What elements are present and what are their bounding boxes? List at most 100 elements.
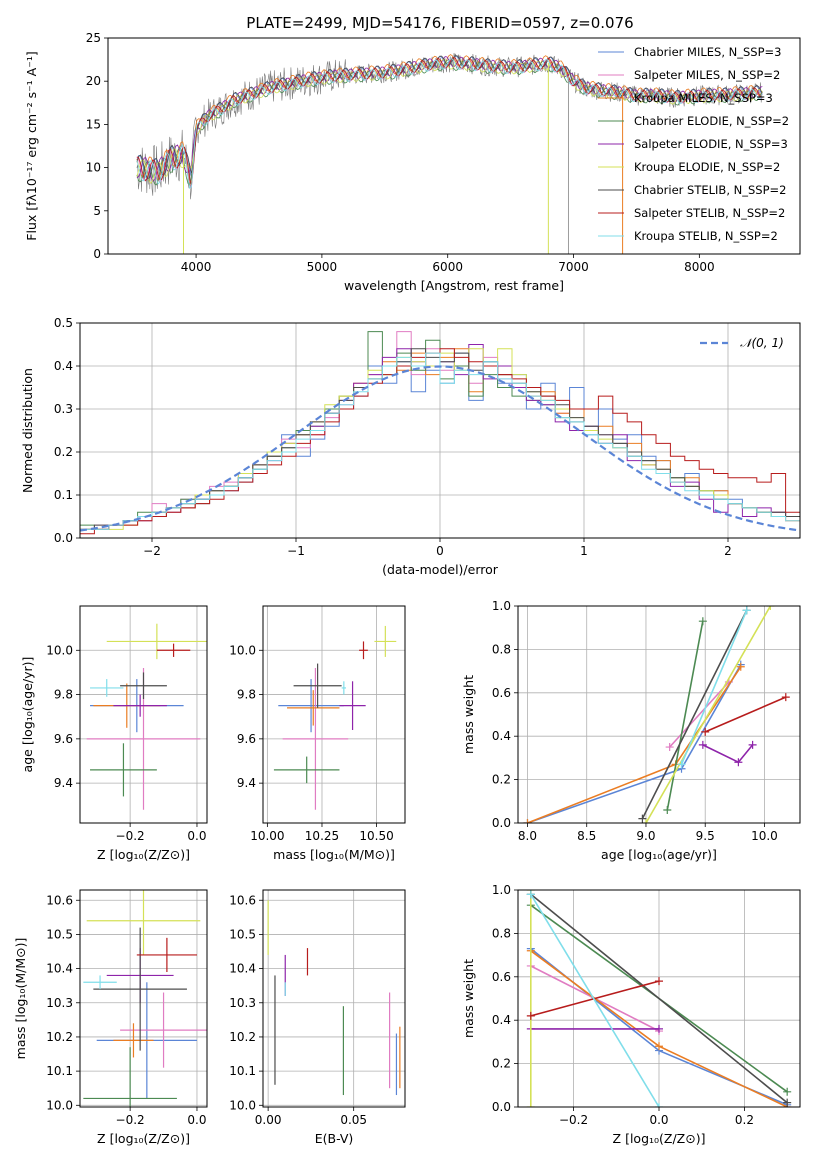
x-axis-label: Z [log₁₀(Z/Z⊙)] <box>613 1131 706 1146</box>
weight-marker <box>655 1024 663 1033</box>
axes-frame <box>517 889 801 1108</box>
x-axis-label: Z [log₁₀(Z/Z⊙)] <box>97 1131 190 1146</box>
y-tick-label: 0.4 <box>492 729 511 743</box>
weight-line-chabrier-stelib <box>641 609 748 820</box>
legend-entry: Chabrier MILES, N_SSP=3 <box>634 45 781 59</box>
model-spectrum-kroupa-miles <box>136 54 763 187</box>
x-tick-label: 10.00 <box>250 829 284 843</box>
x-tick-label: 0.05 <box>340 1113 367 1127</box>
axes-frame <box>107 37 801 255</box>
weight-marker <box>742 606 751 615</box>
y-tick-label: 10.1 <box>229 1064 256 1078</box>
axes-frame <box>79 889 208 1108</box>
weight-marker <box>663 805 672 814</box>
weight-line-chabrier-stelib <box>530 893 788 1104</box>
weight-line-salpeter-stelib <box>530 980 660 1017</box>
plot-area <box>108 38 800 254</box>
legend-entry: Chabrier ELODIE, N_SSP=2 <box>634 114 789 128</box>
y-tick-label: 0.0 <box>492 816 511 830</box>
model-spectrum-salpeter-elodie <box>136 56 763 182</box>
legend-entry: 𝒩(0, 1) <box>740 336 784 350</box>
x-axis-label: (data-model)/error <box>382 562 499 577</box>
x-tick-label: 1 <box>580 544 588 558</box>
data-layer <box>526 890 792 1107</box>
y-tick-label: 10 <box>86 161 101 175</box>
y-axis-label: age [log₁₀(age/yr)] <box>20 657 35 773</box>
y-tick-label: 10.4 <box>46 962 73 976</box>
x-tick-label: 8.0 <box>518 829 537 843</box>
chart-age_vs_Z: −0.2 0.0 9.4 9.6 9.8 10.0 Z [log₁₀(Z/Z⊙)] age [… <box>20 605 208 862</box>
y-tick-label: 10.0 <box>229 643 256 657</box>
data-layer <box>273 625 397 810</box>
x-tick-label: 9.5 <box>696 829 715 843</box>
y-tick-label: 0.1 <box>54 488 73 502</box>
y-tick-label: 0 <box>93 247 101 261</box>
data-layer <box>83 890 207 1107</box>
y-tick-label: 10.2 <box>229 1030 256 1044</box>
y-tick-label: 0.0 <box>492 1100 511 1114</box>
weight-marker <box>766 606 775 610</box>
weight-line-kroupa-stelib <box>530 893 660 1107</box>
y-tick-label: 9.4 <box>54 776 73 790</box>
x-tick-label: 10.25 <box>305 829 339 843</box>
chart-spectrum: 4000 5000 6000 7000 8000 0 5 10 15 20 25 wavelength… <box>24 31 801 293</box>
axes-frame <box>79 322 801 539</box>
y-tick-label: 9.6 <box>54 732 73 746</box>
legend-entry: Kroupa STELIB, N_SSP=2 <box>634 229 778 243</box>
figure-title: PLATE=2499, MJD=54176, FIBERID=0597, z=0… <box>246 14 633 32</box>
plot-area <box>263 890 405 1107</box>
weight-marker <box>665 743 674 752</box>
weight-marker <box>655 977 663 986</box>
x-tick-label: 2 <box>724 544 732 558</box>
y-axis-label: mass weight <box>461 959 476 1038</box>
axes-frame <box>262 605 406 824</box>
x-tick-label: 0.0 <box>649 1113 668 1127</box>
x-tick-label: 8.5 <box>577 829 596 843</box>
x-tick-label: 4000 <box>181 260 212 274</box>
weight-marker <box>698 617 707 626</box>
y-axis-label: mass [log₁₀(M/M⊙)] <box>13 938 28 1060</box>
y-tick-label: 5 <box>93 204 101 218</box>
y-tick-label: 10.5 <box>229 927 256 941</box>
y-tick-label: 9.4 <box>237 776 256 790</box>
data-layer <box>523 606 790 823</box>
chart-mass_weight_vs_Z: −0.2 0.0 0.2 0.0 0.2 0.4 0.6 0.8 1.0 Z [log₁₀(Z/Z… <box>461 883 801 1146</box>
weight-marker <box>734 758 743 767</box>
x-tick-label: 6000 <box>432 260 463 274</box>
x-tick-label: 5000 <box>307 260 338 274</box>
legend-entry: Salpeter STELIB, N_SSP=2 <box>634 206 785 220</box>
legend-entry: Salpeter MILES, N_SSP=2 <box>634 68 780 82</box>
y-axis-label: Normed distribution <box>20 368 35 493</box>
y-axis-label: Flux [fλ10⁻¹⁷ erg cm⁻² s⁻¹ A⁻¹] <box>24 51 39 240</box>
legend-entry: Kroupa ELODIE, N_SSP=2 <box>634 160 780 174</box>
weight-line-chabrier-elodie <box>666 621 704 811</box>
y-tick-label: 0.2 <box>492 773 511 787</box>
weight-marker <box>698 740 707 749</box>
weight-marker <box>655 1042 663 1051</box>
data-layer <box>86 623 207 810</box>
chart-mass_vs_Z: −0.2 0.0 10.0 10.1 10.2 10.3 10.4 10.5 10.6 Z [lo… <box>13 889 208 1146</box>
axes-frame <box>79 605 208 824</box>
y-tick-label: 20 <box>86 74 101 88</box>
chart-mass_vs_EBV: 0.00 0.05 10.0 10.1 10.2 10.3 10.4 10.5 10.6 E(B-… <box>229 889 406 1146</box>
x-tick-label: 0.2 <box>735 1113 754 1127</box>
chart-residuals: −2 −1 0 1 2 0.0 0.1 0.2 0.3 0.4 0.5 (data-model)/er… <box>20 316 801 577</box>
y-tick-label: 9.8 <box>237 688 256 702</box>
y-tick-label: 0.2 <box>54 445 73 459</box>
panels-group: 4000 5000 6000 7000 80000510152025wavelength… <box>13 31 801 1146</box>
weight-marker <box>736 662 745 671</box>
axes-frame <box>517 605 801 824</box>
chart-mass_weight_vs_age: 8.0 8.5 9.0 9.5 10.0 0.0 0.2 0.4 0.6 0.8 1.0 age [l… <box>461 599 801 862</box>
y-tick-label: 9.8 <box>54 688 73 702</box>
weight-marker <box>638 814 647 823</box>
plot-area <box>518 606 800 823</box>
x-tick-label: 10.50 <box>359 829 393 843</box>
x-tick-label: 8000 <box>684 260 715 274</box>
data-layer <box>80 331 800 538</box>
weight-marker <box>783 1087 792 1096</box>
y-tick-label: 10.0 <box>46 1098 73 1112</box>
weight-line-salpeter-miles <box>669 681 730 748</box>
y-tick-label: 0.0 <box>54 531 73 545</box>
y-tick-label: 1.0 <box>492 883 511 897</box>
